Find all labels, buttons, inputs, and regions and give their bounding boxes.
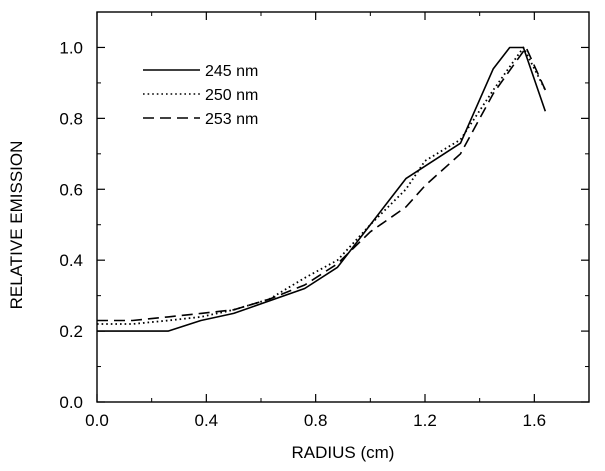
y-tick-label: 0.4 bbox=[59, 251, 83, 270]
legend-label-1: 245 nm bbox=[205, 63, 258, 80]
x-tick-label: 0.0 bbox=[85, 411, 109, 430]
y-tick-label: 0.8 bbox=[59, 109, 83, 128]
x-tick-label: 0.4 bbox=[195, 411, 219, 430]
x-tick-label: 1.6 bbox=[523, 411, 547, 430]
series-line-1 bbox=[97, 46, 547, 332]
legend-label-3: 253 nm bbox=[205, 111, 258, 128]
y-tick-label: 0.0 bbox=[59, 393, 83, 412]
axes bbox=[96, 11, 590, 403]
legend: 245 nm 250 nm 253 nm bbox=[143, 63, 258, 128]
y-tick-label: 0.2 bbox=[59, 322, 83, 341]
series-line-2 bbox=[97, 46, 547, 325]
y-tick-label: 0.6 bbox=[59, 180, 83, 199]
ticks: 0.0 0.4 0.8 1.2 1.6 0.0 0.2 0.4 0.6 0.8 1.0 bbox=[59, 12, 590, 430]
y-axis-title: RELATIVE EMISSION bbox=[7, 141, 26, 310]
series-lines bbox=[97, 46, 547, 332]
x-tick-label: 0.8 bbox=[304, 411, 328, 430]
y-tick-label: 1.0 bbox=[59, 38, 83, 57]
series-line-3 bbox=[97, 46, 547, 322]
x-tick-label: 1.2 bbox=[413, 411, 437, 430]
x-axis-title: RADIUS (cm) bbox=[292, 443, 395, 462]
plot-frame bbox=[96, 11, 590, 403]
legend-label-2: 250 nm bbox=[205, 87, 258, 104]
